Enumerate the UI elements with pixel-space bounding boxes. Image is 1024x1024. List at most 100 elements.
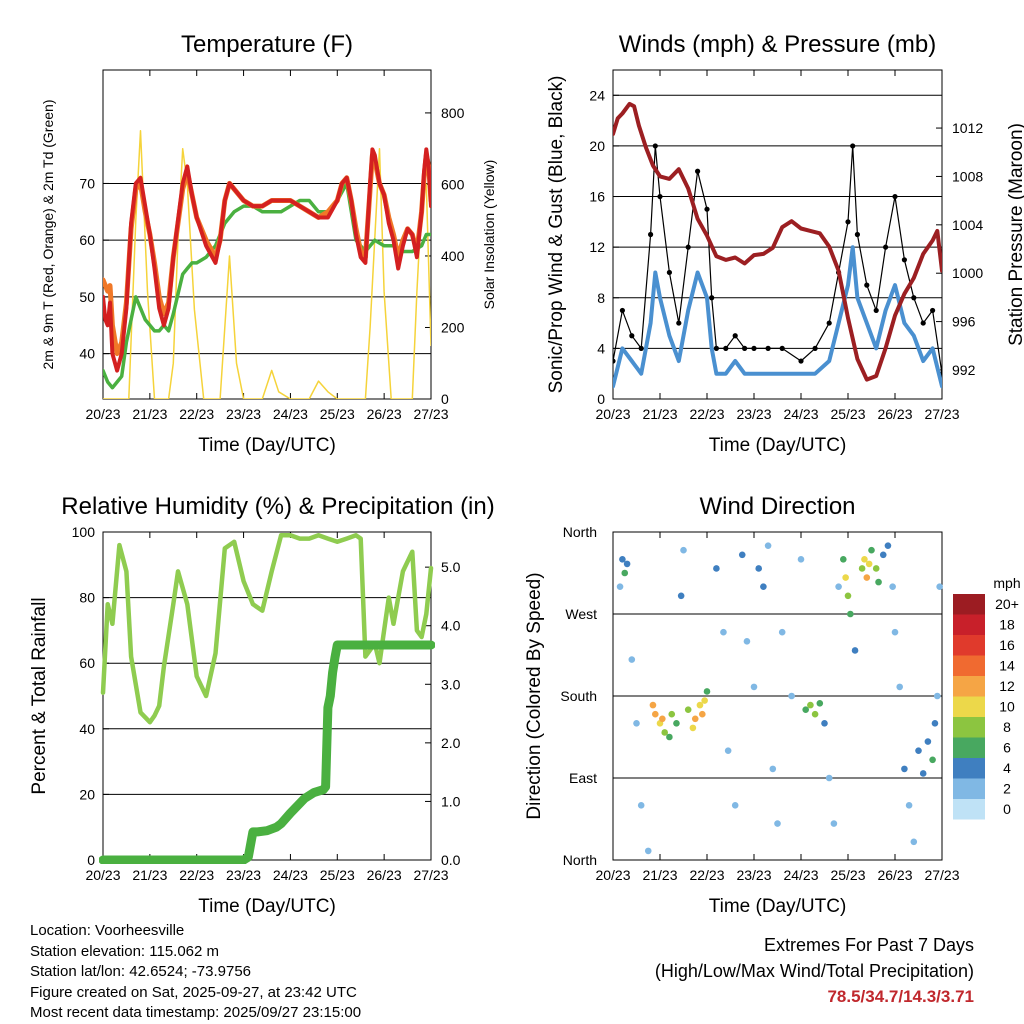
extremes-box: Extremes For Past 7 Days (High/Low/Max W… [655,932,974,1010]
wind-direction-point [844,592,852,600]
humidity-xlabel: Time (Day/UTC) [198,896,336,917]
wind-direction-ylabel: Direction (Colored By Speed) [524,572,545,819]
wind-direction-point [816,699,824,707]
temperature-title: Temperature (F) [181,31,353,58]
wind-direction-point [644,847,652,855]
extremes-subtitle: (High/Low/Max Wind/Total Precipitation) [654,961,974,981]
temperature-y2-tick-label: 400 [441,248,465,264]
humidity-series [99,533,435,864]
winds-x-tick-label: 27/23 [924,406,959,422]
temperature-y2-tick-label: 200 [441,319,465,335]
station-info: Location: Voorheesville Station elevatio… [30,921,361,1024]
figure-created: Figure created on Sat, 2025-09-27, at 23… [30,983,357,1001]
speed-legend-swatch [953,614,985,635]
winds-y2-tick-label: 1004 [952,217,983,233]
temperature-series-2m-t [103,147,431,373]
wind-direction-point [891,628,899,636]
temperature-y-tick-label: 40 [79,346,95,362]
winds-ylabel-left: Sonic/Prop Wind & Gust (Blue, Black) [546,76,567,394]
humidity-x-tick-label: 24/23 [273,867,308,883]
wind-direction-point [769,765,777,773]
winds-y-tick-label: 24 [589,87,605,103]
wind-direction-y-tick-label: West [565,606,597,622]
winds-y-tick-label: 12 [589,239,605,255]
wind-direction-point [666,733,673,741]
wind_direction-xlabel: Time (Day/UTC) [709,896,847,917]
wind-direction-point [623,560,631,568]
wind-direction-point [934,692,941,700]
humidity-ylabel-left: Percent & Total Rainfall [29,597,50,794]
extremes-title: Extremes For Past 7 Days [763,935,974,955]
wind-direction-point [931,720,939,727]
wind-direction-point [835,583,842,590]
wind_direction-x-tick-label: 26/23 [877,867,912,883]
speed-legend-swatch [953,635,985,656]
temperature-plot-frame [102,69,432,400]
winds-x-tick-label: 24/23 [783,406,818,422]
wind-direction-point [764,542,772,549]
humidity-x-tick-label: 22/23 [179,867,214,883]
temperature-x-tick-label: 23/23 [226,406,261,422]
wind-direction-y-tick-label: South [560,688,597,704]
wind-direction-point [875,578,882,586]
wind-direction-point [689,724,697,732]
wind-direction-point [720,628,727,636]
wind-direction-point [802,706,809,713]
wind-direction-point [616,583,624,590]
wind-direction-point [731,802,739,809]
wind-direction-point [910,838,918,846]
temperature-series-solar-insolation [103,130,431,399]
speed-legend-title: mph [993,575,1020,591]
winds-y-tick-label: 8 [597,290,605,306]
wind-direction-point [879,551,887,559]
wind-direction-point [691,715,699,723]
wind-direction-point [863,574,871,581]
chart-winds: Winds (mph) & Pressure (mb) 20/23 21/23 22/… [546,31,1024,456]
winds-series-station-pressure [613,101,942,382]
wind-direction-point [673,720,680,727]
humidity-x-tick-label: 23/23 [226,867,261,883]
wind-direction-point [919,770,927,777]
winds-y-tick-label: 20 [589,138,605,154]
speed-legend-label: 12 [999,678,1015,694]
wind-direction-point [807,701,814,709]
wind_direction-x-tick-label: 25/23 [830,867,865,883]
winds-x-tick-label: 25/23 [830,406,865,422]
temperature-y-tick-label: 70 [79,175,95,191]
wind-direction-point [788,692,795,700]
wind-direction-point [652,710,659,718]
wind-direction-point [659,715,666,723]
wind-direction-point [868,546,875,554]
wind-direction-point [696,701,704,709]
wind-direction-y-tick-label: North [563,524,597,540]
humidity-y-tick-label: 100 [72,524,96,540]
temperature-x-tick-label: 25/23 [320,406,355,422]
speed-legend-label: 4 [1003,760,1011,776]
wind-direction-point [825,774,833,782]
temperature-y-tick-label: 50 [79,289,95,305]
temperature-y-tick-label: 60 [79,232,95,248]
speed-legend-swatch [953,778,985,799]
humidity-title: Relative Humidity (%) & Precipitation (i… [61,493,494,520]
winds-y-tick-label: 16 [589,189,605,205]
humidity-y2-tick-label: 2.0 [441,735,461,751]
wind_direction-title: Wind Direction [699,493,855,520]
winds-xlabel: Time (Day/UTC) [709,435,847,456]
wind-direction-point [684,706,692,713]
humidity-series-relative-humidity [100,533,434,725]
winds-x-tick-label: 21/23 [642,406,677,422]
wind-direction-point [924,738,932,745]
wind-direction-point [760,583,767,590]
wind_direction-x-tick-label: 20/23 [595,867,630,883]
wind-direction-point [858,565,866,572]
temperature-y2-tick-label: 800 [441,105,465,121]
humidity-y-tick-label: 20 [79,786,95,802]
humidity-y2-tick-label: 0.0 [441,852,461,868]
wind-direction-point [661,729,668,736]
wind-direction-point [872,565,880,572]
wind-direction-point [929,756,936,764]
temperature-x-tick-label: 21/23 [132,406,167,422]
wind-direction-point [713,565,720,572]
winds-y-tick-label: 0 [597,391,605,407]
speed-legend-swatch [953,594,985,615]
